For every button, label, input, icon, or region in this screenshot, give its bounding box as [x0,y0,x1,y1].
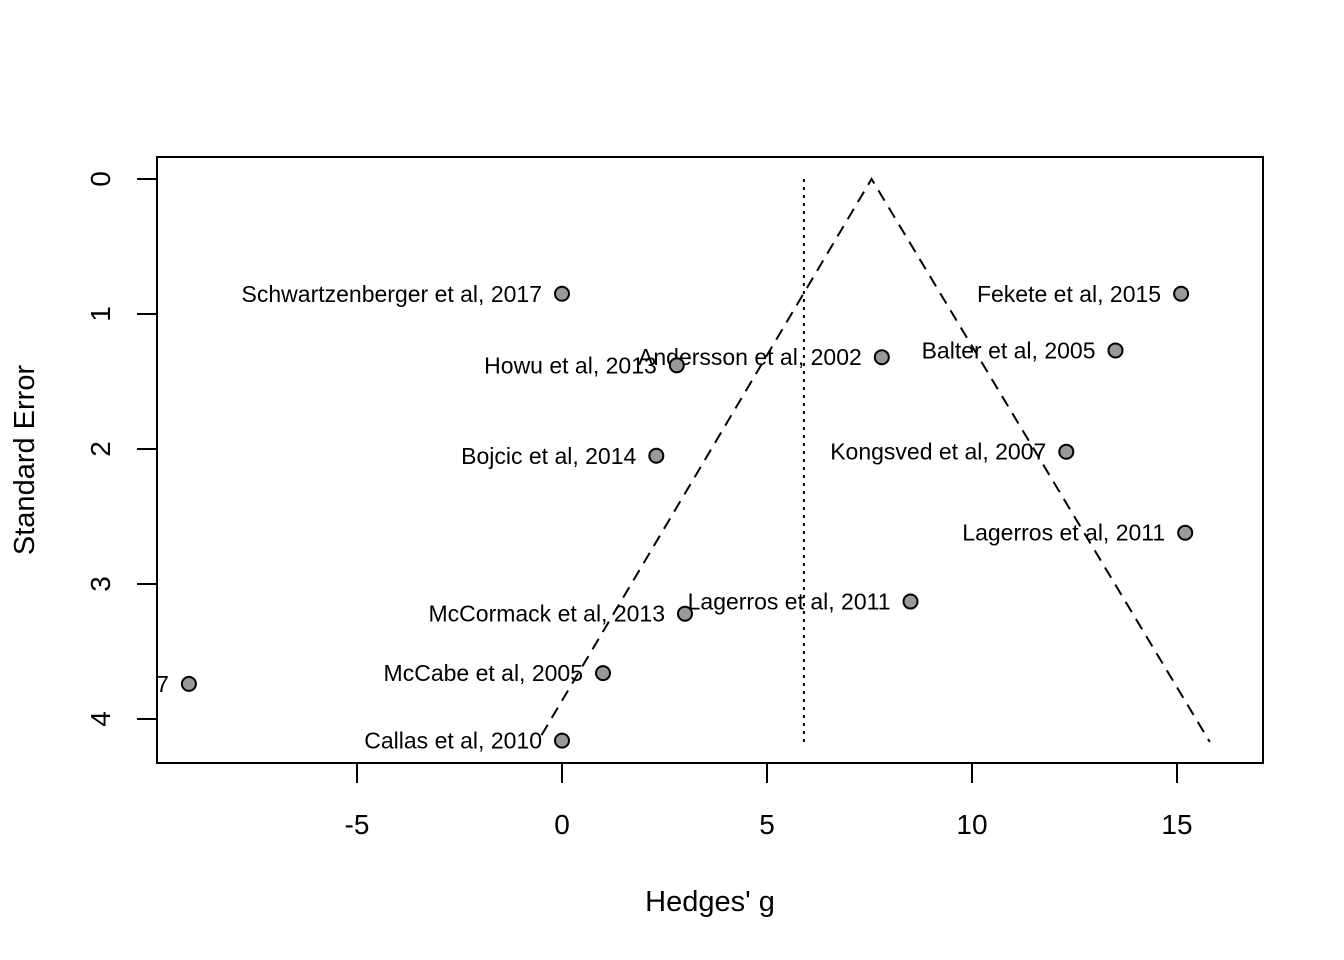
x-axis-title: Hedges' g [645,886,775,918]
x-tick-label: 5 [759,809,775,840]
data-point [648,447,665,464]
data-point [1173,285,1190,302]
y-tick-label: 4 [85,711,116,727]
data-point [902,593,919,610]
x-tick-label: 15 [1161,809,1192,840]
point-label: Fekete et al, 2015 [977,281,1161,307]
data-point [180,675,197,692]
y-tick-label: 3 [85,576,116,592]
point-label: Balter et al, 2005 [922,337,1096,363]
y-tick-label: 2 [85,441,116,457]
plot-frame [156,156,1264,764]
y-axis: 0 1 2 3 4 [85,171,158,727]
x-axis: -5 0 5 10 15 [345,762,1193,840]
point-label: McCormack et al, 2013 [429,601,665,627]
y-tick-label: 1 [85,306,116,322]
data-point [554,285,570,302]
point-label: Lagerros et al, 2011 [688,589,891,615]
y-axis-title: Standard Error [9,365,41,556]
point-label: Callas et al, 2010 [364,728,542,754]
x-tick-label: 10 [956,809,987,840]
data-point [554,732,570,749]
point-label: 7 [156,671,169,697]
point-label: McCabe et al, 2005 [384,660,583,686]
data-point [873,349,890,366]
point-label: Howu et al, 2013 [484,352,657,378]
x-tick-label: 0 [554,809,570,840]
x-tick-label: -5 [345,809,370,840]
y-tick-label: 0 [85,171,116,187]
data-point [1107,342,1124,359]
data-point [1058,443,1075,460]
point-label: Schwartzenberger et al, 2017 [242,281,542,307]
data-point [1177,524,1194,541]
data-point [668,357,685,374]
point-label: Bojcic et al, 2014 [461,443,636,469]
funnel-dashed-line [540,177,1211,743]
point-label: Kongsved et al, 2007 [830,439,1046,465]
data-point [677,605,693,622]
data-point [595,665,611,682]
point-label: Lagerros et al, 2011 [962,520,1165,546]
